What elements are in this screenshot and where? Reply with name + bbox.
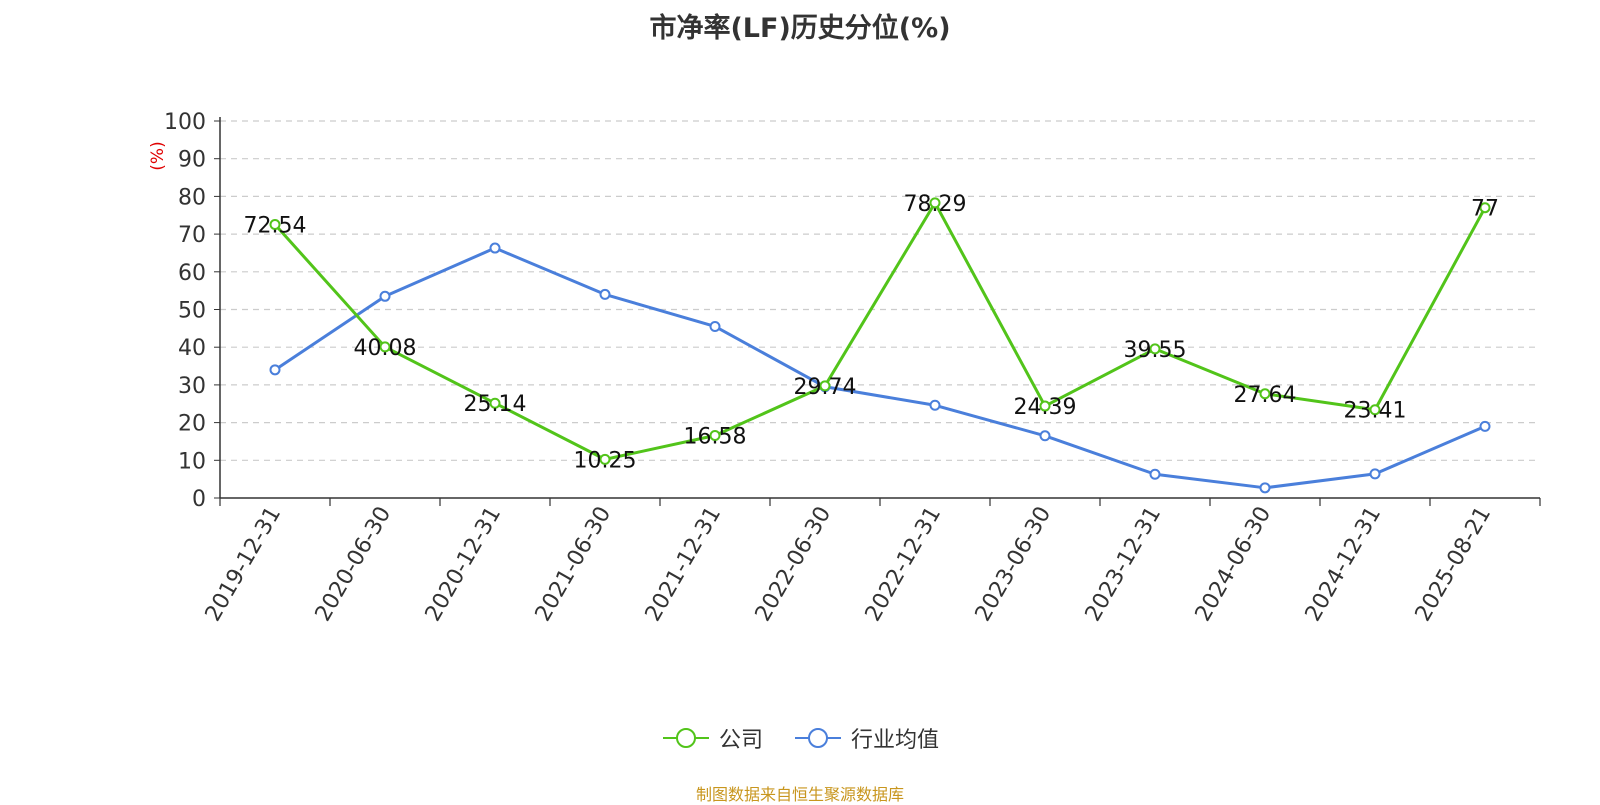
legend-item-company[interactable]: 公司 [661, 722, 763, 754]
x-tick-label: 2023-12-31 [1081, 503, 1167, 626]
data-label: 40.08 [354, 336, 417, 361]
data-point-company [1039, 400, 1051, 412]
x-tick-label: 2024-06-30 [1191, 503, 1277, 626]
legend-company-swatch-icon [662, 728, 709, 748]
data-point-company [1479, 202, 1491, 214]
data-point-company [1149, 343, 1161, 355]
x-tick-label: 2024-12-31 [1301, 503, 1387, 626]
x-tick-label: 2020-12-31 [421, 503, 507, 626]
data-label: 72.54 [244, 214, 307, 239]
y-tick-label: 60 [178, 261, 206, 286]
x-tick-label: 2021-12-31 [641, 503, 727, 626]
data-label: 25.14 [464, 392, 527, 417]
y-tick-label: 90 [178, 148, 206, 173]
data-label: 16.58 [684, 424, 747, 449]
y-tick-label: 100 [164, 110, 206, 135]
data-label: 23.41 [1344, 399, 1407, 424]
y-tick-label: 10 [178, 449, 206, 474]
data-point-industry [1479, 420, 1491, 432]
axes: 0 10 20 30 40 50 60 70 80 90 100 (%) 2019-12-31 2020-… [148, 110, 1541, 626]
source-note: 制图数据来自恒生聚源数据库 [695, 785, 904, 804]
data-point-industry [1369, 468, 1381, 480]
x-tick-label: 2019-12-31 [201, 503, 287, 626]
data-label: 39.55 [1124, 338, 1187, 363]
x-tick-label: 2021-06-30 [531, 503, 617, 626]
data-point-industry [1149, 468, 1161, 480]
data-label: 29.74 [794, 375, 857, 400]
data-point-company [709, 429, 721, 441]
data-point-company [1259, 388, 1271, 400]
data-point-industry [379, 290, 391, 302]
data-point-company [489, 397, 501, 409]
data-label: 10.25 [574, 448, 637, 473]
data-point-industry [709, 320, 721, 332]
legend-industry-swatch-icon [795, 728, 841, 748]
series-lines [269, 197, 1491, 494]
data-label: 24.39 [1014, 395, 1077, 420]
data-point-company [1369, 404, 1381, 416]
series-line-company [273, 201, 1487, 461]
y-tick-label: 0 [192, 487, 206, 512]
grid-lines [220, 120, 1540, 461]
legend-item-industry[interactable]: 行业均值 [793, 722, 939, 754]
x-tick-label: 2022-12-31 [861, 503, 947, 626]
x-tick-label: 2022-06-30 [751, 503, 837, 626]
y-tick-label: 70 [178, 223, 206, 248]
x-tick-label: 2023-06-30 [971, 503, 1057, 626]
y-tick-label: 40 [178, 336, 206, 361]
data-point-industry [489, 242, 501, 254]
data-labels: 72.54 40.08 25.14 10.25 16.58 29.74 78.29 24.39… [244, 192, 1499, 474]
data-point-industry [1039, 430, 1051, 442]
data-label: 77 [1471, 197, 1499, 222]
series-line-industry [274, 246, 1486, 490]
data-point-company [599, 453, 611, 465]
x-tick-label: 2020-06-30 [311, 503, 397, 626]
data-point-company [269, 219, 281, 231]
data-point-industry [929, 399, 941, 411]
legend-industry-label: 行业均值 [851, 728, 940, 753]
data-point-company [379, 341, 391, 353]
data-point-company [929, 197, 941, 209]
data-point-company [819, 380, 831, 392]
data-point-industry [1259, 482, 1271, 494]
data-point-industry [269, 364, 281, 376]
legend-company-label: 公司 [718, 728, 763, 753]
y-tick-label: 50 [178, 299, 206, 324]
data-label: 27.64 [1234, 383, 1297, 408]
x-tick-label: 2025-08-21 [1411, 503, 1497, 626]
y-axis-unit-label: (%) [148, 141, 168, 170]
chart-title: 市净率(LF)历史分位(%) [649, 13, 951, 44]
y-tick-label: 30 [178, 374, 206, 399]
y-tick-label: 20 [178, 412, 206, 437]
legend: 公司 行业均值 [0, 722, 1600, 754]
data-point-industry [599, 288, 611, 300]
data-label: 78.29 [904, 192, 967, 217]
y-tick-label: 80 [178, 185, 206, 210]
